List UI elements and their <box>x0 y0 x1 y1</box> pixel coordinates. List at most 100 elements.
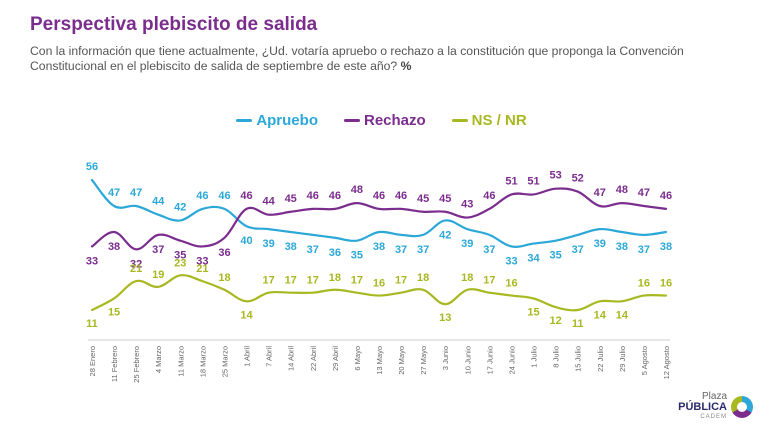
x-tick-label-19: 24 Junio <box>507 346 516 374</box>
subtitle-text: Con la información que tiene actualmente… <box>30 44 684 73</box>
x-tick-label-20: 1 Julio <box>530 346 539 368</box>
data-label-s2-3: 19 <box>152 269 164 281</box>
data-label-s1-3: 37 <box>152 244 164 256</box>
data-label-s0-2: 47 <box>130 187 142 199</box>
legend-label-0: Apruebo <box>256 112 318 129</box>
data-label-s1-0: 33 <box>86 255 98 267</box>
x-tick-label-5: 18 Marzo <box>198 346 207 377</box>
data-label-s1-1: 38 <box>108 241 120 253</box>
data-label-s2-13: 16 <box>373 278 385 290</box>
chart-title: Perspectiva plebiscito de salida <box>30 14 318 35</box>
data-label-s1-8: 44 <box>262 196 275 208</box>
data-label-s0-16: 42 <box>439 229 451 241</box>
data-label-s1-20: 51 <box>527 175 539 187</box>
chart-legend: Apruebo Rechazo NS / NR <box>0 112 763 129</box>
data-label-s0-0: 56 <box>86 161 98 173</box>
data-label-s1-10: 46 <box>307 190 319 202</box>
data-label-s0-24: 38 <box>616 241 628 253</box>
x-tick-label-4: 11 Marzo <box>176 346 185 377</box>
data-label-s1-4: 35 <box>174 250 186 262</box>
data-label-s0-13: 38 <box>373 241 385 253</box>
x-tick-label-3: 4 Marzo <box>154 346 163 373</box>
data-label-s1-7: 46 <box>240 190 252 202</box>
data-label-s1-21: 53 <box>549 170 561 182</box>
x-tick-label-18: 17 Junio <box>485 346 494 374</box>
legend-label-2: NS / NR <box>471 112 527 129</box>
data-label-s2-15: 18 <box>417 272 429 284</box>
data-label-s2-18: 17 <box>483 275 495 287</box>
data-label-s1-14: 46 <box>395 190 407 202</box>
data-label-s0-23: 39 <box>594 238 606 250</box>
data-label-s1-13: 46 <box>373 190 385 202</box>
x-tick-label-23: 22 Julio <box>596 346 605 372</box>
data-label-s0-7: 40 <box>240 235 252 247</box>
legend-swatch-0 <box>236 119 253 122</box>
legend-swatch-2 <box>451 119 468 122</box>
data-label-s2-6: 18 <box>218 272 230 284</box>
logo-line1: Plaza <box>701 391 727 402</box>
series-line-1 <box>90 187 668 251</box>
data-label-s2-10: 17 <box>307 275 319 287</box>
data-label-s2-20: 15 <box>527 306 539 318</box>
unit-label: % <box>400 59 412 73</box>
data-label-s2-25: 16 <box>638 278 650 290</box>
chart-subtitle: Con la información que tiene actualmente… <box>30 44 730 74</box>
data-label-s2-5: 21 <box>196 263 208 275</box>
data-label-s0-19: 33 <box>505 255 517 267</box>
data-label-s2-19: 16 <box>505 278 517 290</box>
data-label-s2-14: 17 <box>395 275 407 287</box>
data-label-s1-26: 46 <box>660 190 672 202</box>
data-label-s2-23: 14 <box>594 309 607 321</box>
data-label-s2-16: 13 <box>439 312 451 324</box>
data-label-s2-26: 16 <box>660 278 672 290</box>
data-label-s0-20: 34 <box>527 253 540 265</box>
x-tick-label-26: 12 Agosto <box>662 346 671 379</box>
data-label-s0-14: 37 <box>395 244 407 256</box>
data-label-s0-18: 37 <box>483 244 495 256</box>
data-label-s0-15: 37 <box>417 244 429 256</box>
x-tick-label-21: 8 Julio <box>552 346 561 368</box>
data-label-s1-12: 48 <box>351 184 363 196</box>
data-label-s0-10: 37 <box>307 244 319 256</box>
data-label-s1-24: 48 <box>616 184 628 196</box>
x-tick-label-9: 14 Abril <box>287 346 296 371</box>
data-label-s2-4: 23 <box>174 257 186 269</box>
data-label-s2-24: 14 <box>616 309 629 321</box>
logo-line2: PÚBLICA <box>678 401 727 413</box>
x-tick-label-8: 7 Abril <box>265 346 274 367</box>
x-tick-label-16: 3 Junio <box>441 346 450 370</box>
data-label-s1-15: 45 <box>417 193 429 205</box>
data-label-s0-22: 37 <box>572 244 584 256</box>
data-label-s0-1: 47 <box>108 187 120 199</box>
logo-line3: CADEM <box>700 414 727 420</box>
data-label-s2-1: 15 <box>108 306 120 318</box>
x-tick-label-22: 15 Julio <box>574 346 583 372</box>
data-label-s2-12: 17 <box>351 275 363 287</box>
x-tick-label-6: 25 Marzo <box>220 346 229 377</box>
x-tick-label-12: 6 Mayo <box>353 346 362 371</box>
data-label-s2-9: 17 <box>285 275 297 287</box>
legend-label-1: Rechazo <box>363 112 426 129</box>
x-tick-label-1: 11 Febrero <box>110 346 119 382</box>
data-label-s0-11: 36 <box>329 247 341 259</box>
legend-item-1: Rechazo <box>343 112 426 129</box>
data-label-s1-17: 43 <box>461 199 473 211</box>
data-label-s0-6: 46 <box>218 190 230 202</box>
data-label-s0-5: 46 <box>196 190 208 202</box>
x-tick-label-13: 13 Mayo <box>375 346 384 375</box>
legend-item-0: Apruebo <box>236 112 318 129</box>
x-tick-label-15: 27 Mayo <box>419 346 428 375</box>
data-label-s0-8: 39 <box>262 238 274 250</box>
data-label-s1-25: 47 <box>638 187 650 199</box>
data-label-s1-9: 45 <box>285 193 297 205</box>
data-label-s0-9: 38 <box>285 241 297 253</box>
data-label-s2-21: 12 <box>549 315 561 327</box>
data-label-s2-22: 11 <box>572 318 584 330</box>
x-tick-label-0: 28 Enero <box>88 346 97 376</box>
data-label-s1-6: 36 <box>218 247 230 259</box>
x-tick-label-2: 25 Febrero <box>132 346 141 383</box>
data-label-s0-12: 35 <box>351 250 363 262</box>
plaza-publica-logo: Plaza PÚBLICA CADEM <box>678 392 753 422</box>
legend-item-2: NS / NR <box>451 112 527 129</box>
